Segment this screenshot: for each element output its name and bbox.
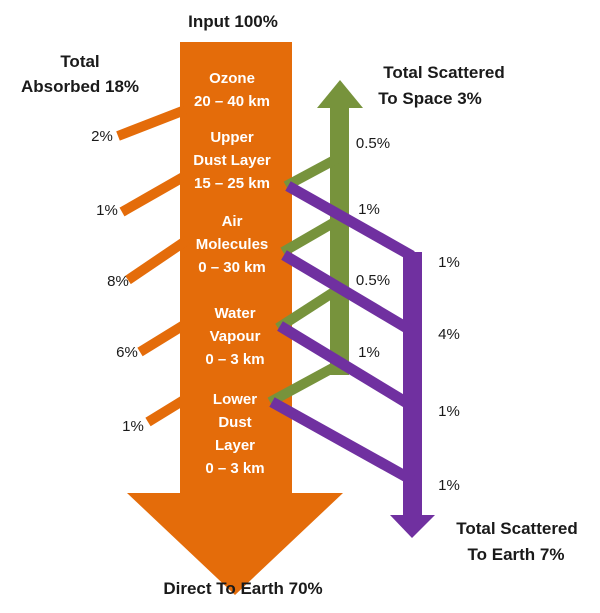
input-label: Input 100% <box>188 12 278 31</box>
earth-trunk <box>403 252 422 518</box>
absorbed-title-line-1: Total <box>60 52 99 71</box>
earth-pct-lower-dust: 1% <box>438 477 460 494</box>
space-arrow-head <box>317 80 363 108</box>
space-branch-water-vapour <box>275 283 343 333</box>
layer-air-molecules-line-2: Molecules <box>196 236 269 253</box>
layer-air-molecules-line-1: Air <box>222 213 243 230</box>
space-title-line-2: To Space 3% <box>378 89 482 108</box>
earth-branch-water-vapour <box>277 321 415 411</box>
absorbed-branches <box>116 105 195 427</box>
layer-lower-dust-line-2: Dust <box>218 414 251 431</box>
absorbed-branch-water-vapour <box>137 315 195 357</box>
space-trunk <box>330 105 349 375</box>
earth-title-line-1: Total Scattered <box>456 519 578 538</box>
absorbed-pct-water-vapour: 6% <box>116 344 138 361</box>
space-pct-water-vapour: 0.5% <box>356 272 390 289</box>
layer-lower-dust-line-3: Layer <box>215 437 255 454</box>
layer-lower-dust-line-1: Lower <box>213 391 257 408</box>
space-pct-lower-dust: 1% <box>358 344 380 361</box>
layer-air-molecules-range: 0 – 30 km <box>198 259 266 276</box>
space-branch-air-molecules <box>280 214 343 257</box>
space-pct-air-molecules: 1% <box>358 201 380 218</box>
space-branch-upper-dust <box>283 152 343 191</box>
earth-branch-lower-dust <box>269 397 415 485</box>
absorbed-pct-upper-dust: 1% <box>96 202 118 219</box>
direct-to-earth-label: Direct To Earth 70% <box>163 579 322 598</box>
absorbed-branch-upper-dust <box>119 171 188 217</box>
absorbed-pct-air-molecules: 8% <box>107 273 129 290</box>
earth-arrow-head <box>390 515 435 538</box>
earth-title-line-2: To Earth 7% <box>468 545 565 564</box>
space-title-line-1: Total Scattered <box>383 63 505 82</box>
space-branch-lower-dust <box>267 359 343 407</box>
absorbed-title-line-2: Absorbed 18% <box>21 77 139 96</box>
layer-ozone-range: 20 – 40 km <box>194 93 270 110</box>
layer-upper-dust-line-2: Dust Layer <box>193 152 271 169</box>
layer-water-vapour-range: 0 – 3 km <box>205 351 264 368</box>
layer-upper-dust-line-1: Upper <box>210 129 254 146</box>
layer-lower-dust-range: 0 – 3 km <box>205 460 264 477</box>
earth-pct-water-vapour: 1% <box>438 403 460 420</box>
layer-water-vapour-line-1: Water <box>214 305 255 322</box>
absorbed-branch-ozone <box>116 105 187 141</box>
earth-pct-air-molecules: 4% <box>438 326 460 343</box>
scattered-to-space <box>267 80 363 407</box>
layer-water-vapour-line-2: Vapour <box>210 328 261 345</box>
layer-ozone-name: Ozone <box>209 70 255 87</box>
absorbed-branch-air-molecules <box>125 235 190 285</box>
absorbed-branch-lower-dust <box>145 390 195 427</box>
earth-branch-upper-dust <box>285 181 415 261</box>
earth-pct-upper-dust: 1% <box>438 254 460 271</box>
earth-branch-air-molecules <box>281 250 415 336</box>
absorbed-pct-ozone: 2% <box>91 128 113 145</box>
scattered-to-earth <box>269 181 435 538</box>
layer-upper-dust-range: 15 – 25 km <box>194 175 270 192</box>
space-pct-upper-dust: 0.5% <box>356 135 390 152</box>
absorbed-pct-lower-dust: 1% <box>122 418 144 435</box>
